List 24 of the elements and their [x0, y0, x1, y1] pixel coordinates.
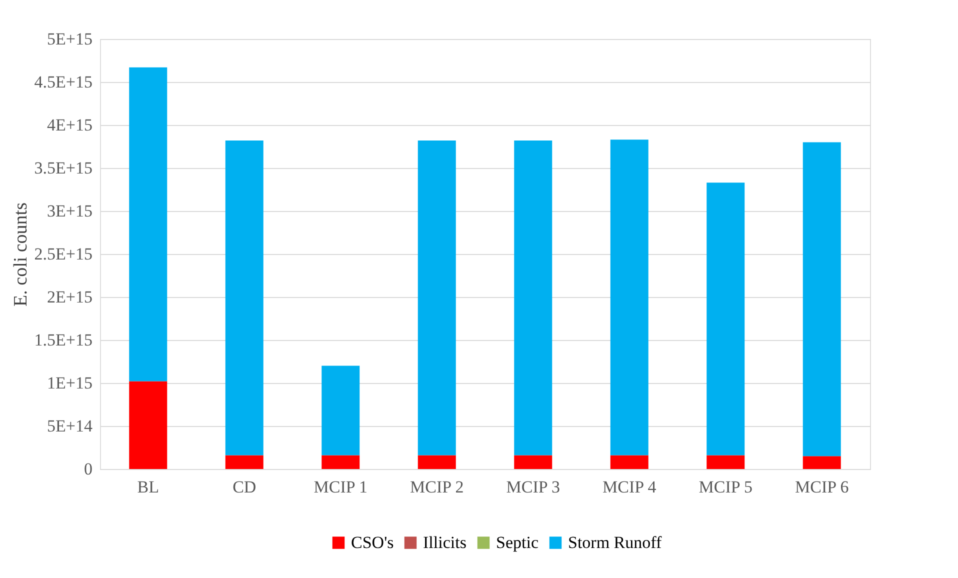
y-tick-label: 4.5E+15 — [34, 72, 92, 92]
x-tick-label: MCIP 1 — [314, 478, 368, 496]
x-tick-label: MCIP 6 — [795, 478, 849, 496]
y-axis-title: E. coli counts — [10, 202, 32, 306]
legend-label: CSO's — [351, 532, 394, 552]
y-tick-label: 5E+15 — [47, 30, 92, 48]
y-tick-label: 0 — [84, 460, 92, 478]
x-tick-label: CD — [232, 478, 256, 496]
y-tick-label: 3.5E+15 — [34, 158, 92, 178]
y-tick-label: 3E+15 — [47, 202, 92, 220]
x-tick-label: MCIP 5 — [698, 478, 752, 496]
x-tick-label: BL — [137, 478, 159, 496]
y-tick-label: 2E+15 — [47, 288, 92, 306]
x-tick-label: MCIP 4 — [602, 478, 657, 496]
x-tick-label: MCIP 2 — [410, 478, 464, 496]
y-tick-label: 1.5E+15 — [34, 330, 92, 350]
legend-label: Septic — [496, 532, 539, 552]
legend-label: Illicits — [423, 532, 466, 552]
y-tick-label: 4E+15 — [47, 116, 92, 134]
y-tick-label: 1E+15 — [47, 374, 92, 392]
legend-label: Storm Runoff — [568, 532, 662, 552]
y-tick-label: 2.5E+15 — [34, 244, 92, 264]
y-tick-label: 5E+14 — [47, 416, 93, 436]
x-tick-label: MCIP 3 — [506, 478, 560, 496]
